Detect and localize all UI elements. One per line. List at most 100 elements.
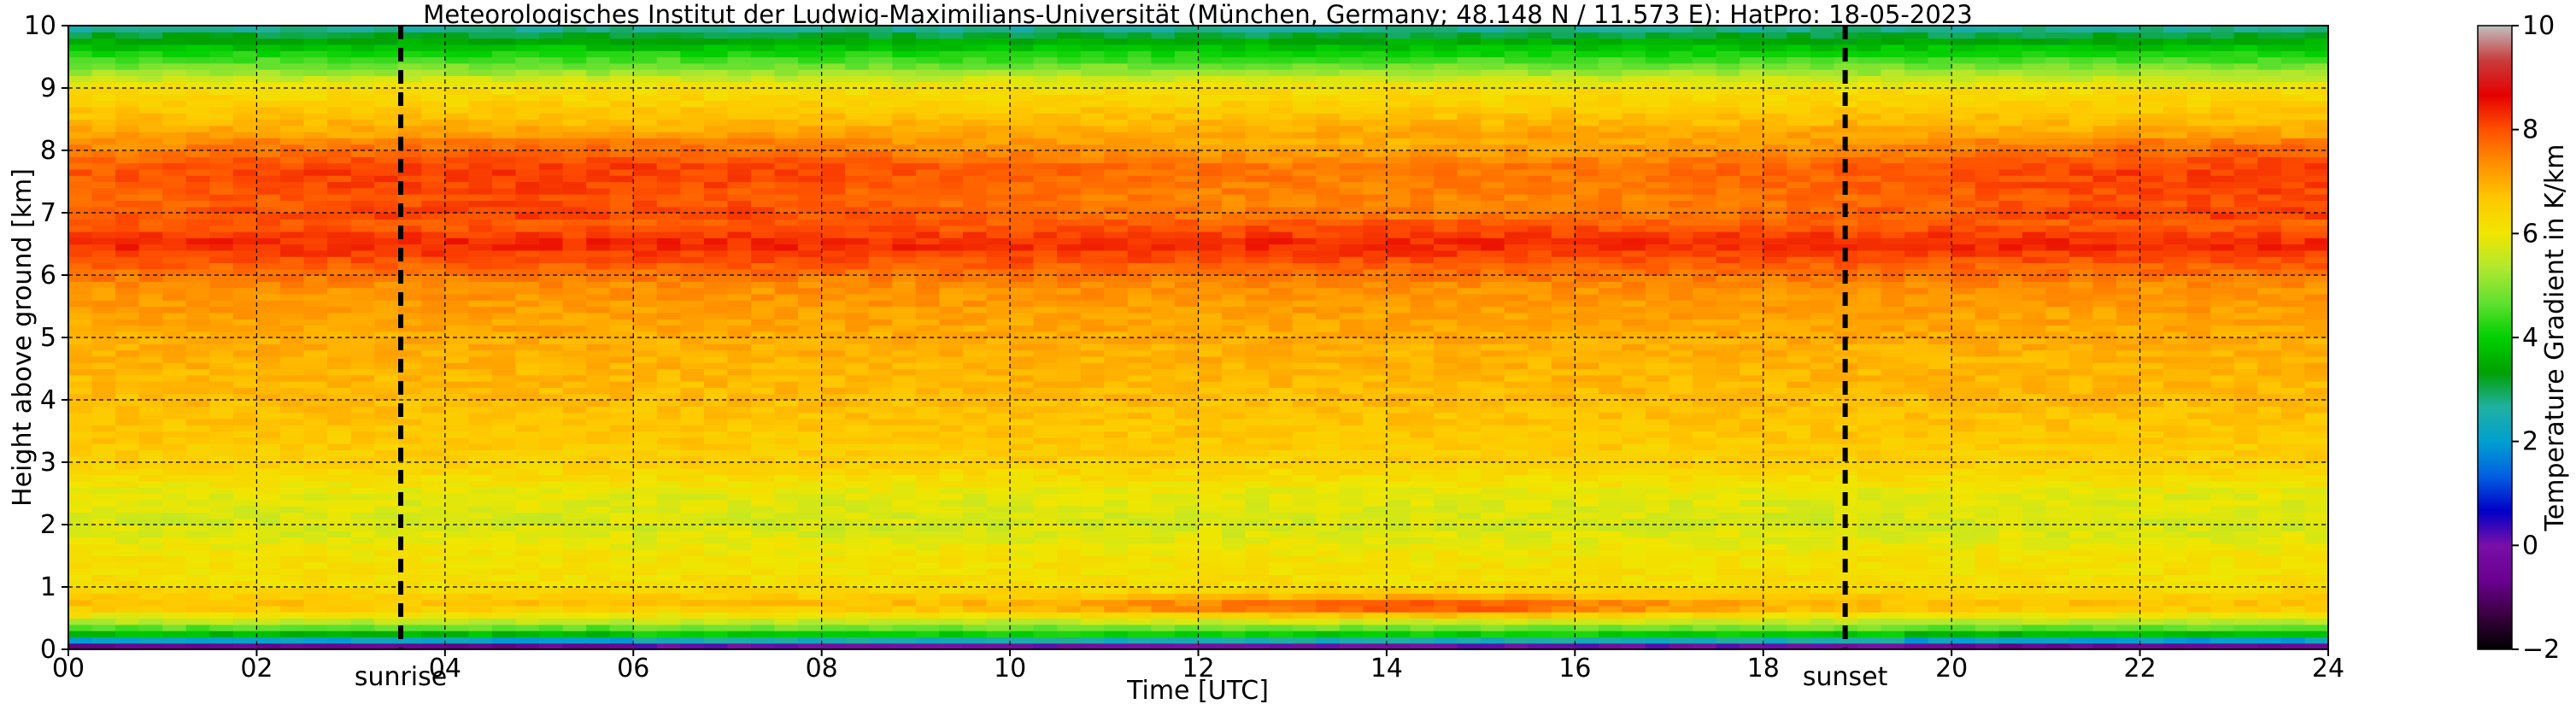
heatmap-cell [892,449,917,457]
heatmap-cell [303,213,328,220]
heatmap-cell [444,56,469,64]
heatmap-cell [774,88,799,95]
heatmap-cell [562,319,587,326]
heatmap-cell [774,231,799,238]
heatmap-cell [374,506,399,513]
heatmap-cell [939,337,964,344]
heatmap-cell [115,624,140,631]
heatmap-cell [656,38,681,45]
heatmap-cell [444,337,469,344]
heatmap-cell [1057,94,1082,102]
heatmap-cell [68,425,93,432]
heatmap-cell [397,568,422,575]
heatmap-cell [845,194,870,201]
heatmap-cell [515,631,540,637]
heatmap-cell [751,400,776,407]
heatmap-cell [986,156,1011,164]
heatmap-cell [1198,287,1223,295]
heatmap-cell [209,262,234,270]
heatmap-cell [350,531,375,538]
heatmap-cell [1222,381,1247,388]
heatmap-cell [303,449,328,457]
heatmap-cell [491,132,517,138]
heatmap-cell [444,443,469,450]
heatmap-cell [374,238,399,245]
heatmap-cell [562,412,587,419]
heatmap-cell [1080,400,1105,407]
heatmap-cell [656,268,681,276]
heatmap-cell [421,249,446,257]
heatmap-cell [962,493,988,501]
heatmap-cell [444,88,469,95]
heatmap-cell [444,249,469,257]
heatmap-cell [821,525,846,531]
heatmap-cell [303,231,328,238]
heatmap-cell [350,537,375,544]
heatmap-cell [1222,243,1247,251]
heatmap-cell [656,568,681,575]
heatmap-cell [892,618,917,625]
heatmap-cell [1151,225,1176,232]
heatmap-cell [138,150,163,157]
heatmap-cell [115,343,140,351]
heatmap-cell [751,506,776,513]
heatmap-cell [986,374,1011,382]
heatmap-cell [1127,499,1152,507]
heatmap-cell [374,225,399,232]
heatmap-cell [939,605,964,613]
heatmap-cell [680,62,705,70]
heatmap-cell [915,69,941,76]
heatmap-cell [303,69,328,76]
heatmap-cell [845,506,870,513]
heatmap-cell [468,268,493,276]
heatmap-cell [115,474,140,482]
heatmap-cell [515,400,540,407]
heatmap-cell [185,531,210,538]
heatmap-cell [468,343,493,351]
heatmap-cell [491,268,517,276]
heatmap-cell [327,343,352,351]
heatmap-cell [444,113,469,120]
heatmap-cell [279,362,305,370]
heatmap-cell [515,468,540,476]
heatmap-cell [115,50,140,58]
heatmap-cell [1057,150,1082,157]
heatmap-cell [703,425,729,432]
heatmap-cell [421,38,446,45]
heatmap-cell [915,393,941,401]
heatmap-cell [350,555,375,563]
heatmap-cell [162,119,187,126]
heatmap-cell [845,561,870,569]
heatmap-cell [727,355,752,363]
heatmap-cell [1174,374,1200,382]
heatmap-cell [798,618,823,625]
heatmap-cell [1104,62,1129,70]
heatmap-cell [703,543,729,550]
heatmap-cell [751,94,776,102]
heatmap-cell [279,194,305,201]
heatmap-cell [91,493,116,501]
heatmap-cell [727,50,752,58]
heatmap-cell [138,455,163,463]
heatmap-cell [209,374,234,382]
heatmap-cell [515,113,540,120]
heatmap-cell [397,343,422,351]
heatmap-cell [1010,44,1035,51]
heatmap-cell [1104,349,1129,357]
heatmap-cell [1174,100,1200,108]
heatmap-cell [609,32,634,39]
heatmap-cell [209,225,234,232]
heatmap-cell [1198,449,1223,457]
heatmap-cell [397,168,422,176]
heatmap-cell [256,293,281,301]
heatmap-cell [256,238,281,245]
heatmap-cell [915,362,941,370]
heatmap-cell [1151,325,1176,332]
heatmap-cell [633,462,658,469]
heatmap-cell [774,468,799,476]
heatmap-cell [986,219,1011,226]
heatmap-cell [350,69,375,76]
heatmap-cell [868,443,893,450]
heatmap-cell [491,300,517,308]
heatmap-cell [232,306,258,314]
